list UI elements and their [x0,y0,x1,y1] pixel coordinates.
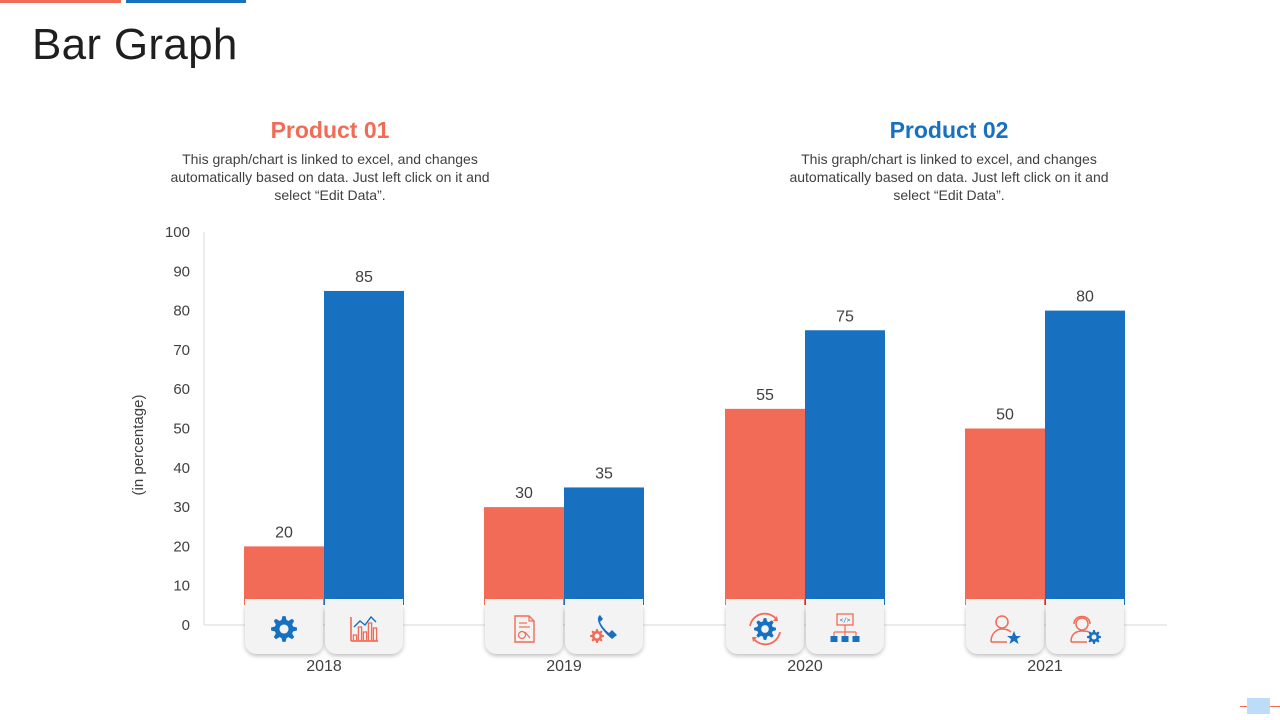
bar-value-label: 35 [595,465,613,482]
bar-value-label: 55 [756,387,774,404]
bar-value-label: 75 [836,308,854,325]
y-tick-label: 0 [182,617,190,634]
bar-product-01-2019 [484,507,564,605]
phone-gear-icon [590,615,617,643]
product-01-title: Product 01 [270,117,390,143]
bar-value-label: 85 [355,269,373,286]
x-tick-label: 2019 [546,658,582,675]
y-tick-label: 90 [173,263,190,280]
product-02-block: Product 02 This graph/chart is linked to… [784,114,1114,204]
product-02-description: This graph/chart is linked to excel, and… [789,151,1109,203]
bar-product-01-2021 [965,428,1045,605]
gear-icon [271,616,297,642]
product-02-title: Product 02 [889,117,1009,143]
product-01-description: This graph/chart is linked to excel, and… [170,151,490,203]
document-icon [514,615,535,643]
x-tick-label: 2020 [787,658,823,675]
bar-product-01-2020 [725,408,805,605]
network-icon: </> [830,613,860,642]
bar-chart-icon [350,615,378,642]
accent-bar-blue [126,0,246,3]
bar-value-label: 50 [996,407,1014,424]
user-gear-icon [1070,615,1101,644]
y-tick-label: 20 [173,538,190,555]
y-axis-label: (in percentage) [130,395,147,496]
x-tick-label: 2018 [306,658,342,675]
y-tick-label: 10 [173,578,190,595]
gear-refresh-icon [749,612,781,646]
bar-product-02-2021 [1045,310,1125,605]
footer-box [1247,698,1270,714]
y-tick-label: 70 [173,342,190,359]
y-tick-label: 60 [173,381,190,398]
bar-value-label: 30 [515,485,533,502]
y-tick-label: 50 [173,421,190,438]
accent-bar-red [0,0,121,3]
y-tick-label: 40 [173,460,190,477]
user-star-icon [990,615,1021,644]
y-tick-label: 80 [173,303,190,320]
bar-value-label: 80 [1076,289,1094,306]
bar-value-label: 20 [275,524,293,541]
bar-product-01-2018 [244,546,324,605]
bar-product-02-2019 [564,487,644,605]
bar-product-02-2020 [805,330,885,605]
y-tick-label: 30 [173,499,190,516]
bar-product-02-2018 [324,290,404,605]
product-01-block: Product 01 This graph/chart is linked to… [165,114,495,204]
x-tick-label: 2021 [1027,658,1063,675]
y-tick-label: 100 [165,224,190,241]
svg-text:</>: </> [840,617,851,624]
page-title: Bar Graph [32,20,238,69]
